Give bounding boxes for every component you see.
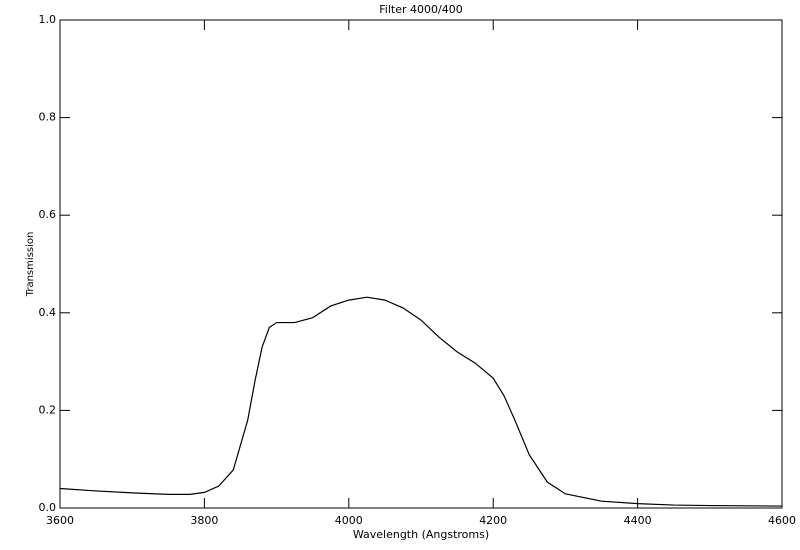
x-tick-label: 4200 [479,514,507,527]
chart-title: Filter 4000/400 [379,3,462,16]
x-axis-label: Wavelength (Angstroms) [353,528,489,541]
y-tick-label: 0.4 [39,306,57,319]
y-tick-label: 0.0 [39,501,57,514]
x-tick-label: 3600 [46,514,74,527]
y-tick-label: 1.0 [39,13,57,26]
y-tick-label: 0.2 [39,403,57,416]
data-line [59,296,783,507]
y-tick-label: 0.6 [39,208,57,221]
x-tick-label: 4600 [768,514,796,527]
y-tick-label: 0.8 [39,111,57,124]
x-tick-label: 4400 [624,514,652,527]
plot-frame [59,19,783,509]
x-tick-label: 4000 [335,514,363,527]
y-axis-label: Transmission [25,232,36,298]
x-tick-label: 3800 [190,514,218,527]
